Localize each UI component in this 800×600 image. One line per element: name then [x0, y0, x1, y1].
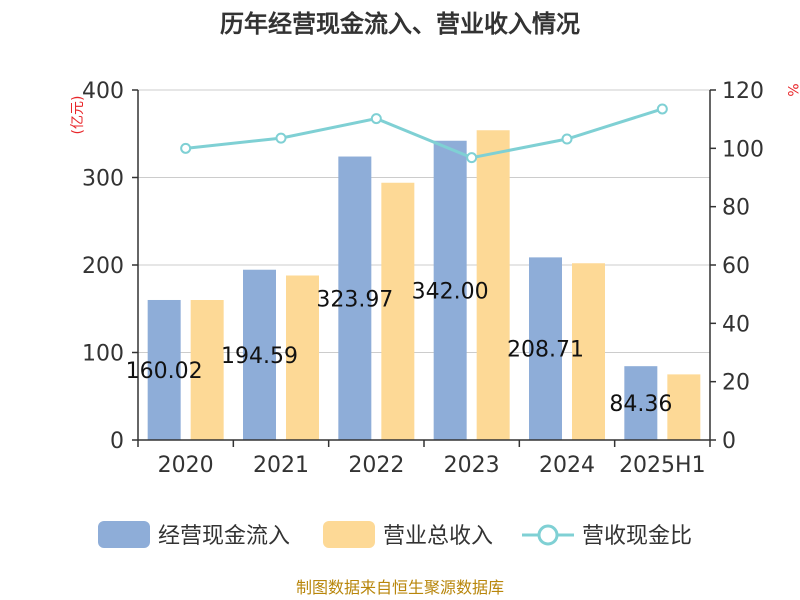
left-axis-tick-label: 100 [82, 342, 124, 367]
ratio-point [370, 113, 382, 125]
bar-revenue [381, 182, 415, 440]
legend: 经营现金流入 营业总收入 营收现金比 [98, 521, 692, 549]
source-note: 制图数据来自恒生聚源数据库 [296, 578, 504, 597]
data-labels: 160.02 194.59 323.97 342.00 208.71 84.36 [126, 279, 673, 417]
gridlines [138, 89, 710, 353]
right-axis-tick-label: 80 [722, 196, 750, 221]
bar-revenue [667, 374, 701, 440]
ratio-point [466, 152, 478, 164]
bar-revenue [476, 130, 510, 440]
data-label-cash-inflow: 342.00 [412, 279, 489, 304]
legend-label-cash-inflow: 经营现金流入 [158, 524, 290, 549]
chart-title: 历年经营现金流入、营业收入情况 [220, 10, 580, 38]
legend-label-ratio: 营收现金比 [582, 524, 692, 549]
right-axis-unit: % [784, 83, 800, 96]
bar-cash-inflow [147, 299, 181, 440]
bar-cash-inflow [433, 140, 467, 440]
right-axis-tick-label: 40 [722, 312, 750, 337]
x-axis-tick-label: 2024 [539, 453, 595, 478]
ratio-point [561, 133, 573, 145]
bar-revenue [572, 263, 605, 440]
bar-revenue [190, 300, 224, 440]
axes: 0 100 200 300 400 0 20 40 60 80 100 120 2020 2021 2022… [82, 79, 764, 478]
ratio-line [185, 107, 663, 160]
legend-label-revenue: 营业总收入 [383, 524, 493, 549]
data-label-cash-inflow: 323.97 [316, 287, 393, 312]
x-axis-tick-label: 2022 [348, 453, 404, 478]
right-axis-tick-label: 0 [722, 429, 736, 454]
data-label-cash-inflow: 160.02 [126, 359, 203, 384]
ratio-point [180, 142, 192, 154]
ratio-line-layer [180, 103, 668, 164]
left-axis-tick-label: 0 [110, 429, 124, 454]
left-axis-unit: (亿元) [70, 96, 86, 135]
bars [147, 130, 701, 440]
legend-swatch-cash-inflow [98, 521, 150, 548]
left-axis-tick-label: 400 [82, 79, 124, 104]
x-axis-tick-label: 2023 [444, 453, 500, 478]
ratio-point [275, 132, 287, 144]
ratio-point [656, 103, 668, 115]
left-axis-tick-label: 300 [82, 167, 124, 192]
right-axis-tick-label: 60 [722, 254, 750, 279]
x-axis-tick-label: 2020 [158, 453, 214, 478]
bar-cash-inflow [529, 257, 562, 440]
right-axis-tick-label: 120 [722, 79, 764, 104]
data-label-cash-inflow: 208.71 [507, 338, 584, 363]
bar-revenue [286, 275, 319, 440]
data-label-cash-inflow: 194.59 [221, 344, 298, 369]
right-axis-tick-label: 20 [722, 371, 750, 396]
left-axis-tick-label: 200 [82, 254, 124, 279]
bar-cash-inflow [338, 156, 372, 440]
bar-cash-inflow [243, 269, 276, 440]
x-axis-tick-label: 2025H1 [619, 453, 706, 478]
bar-cash-inflow [624, 366, 658, 440]
right-axis-tick-label: 100 [722, 137, 764, 162]
x-axis-tick-label: 2021 [253, 453, 309, 478]
legend-swatch-revenue [323, 521, 375, 548]
legend-marker-ratio [537, 524, 559, 546]
data-label-cash-inflow: 84.36 [609, 392, 672, 417]
